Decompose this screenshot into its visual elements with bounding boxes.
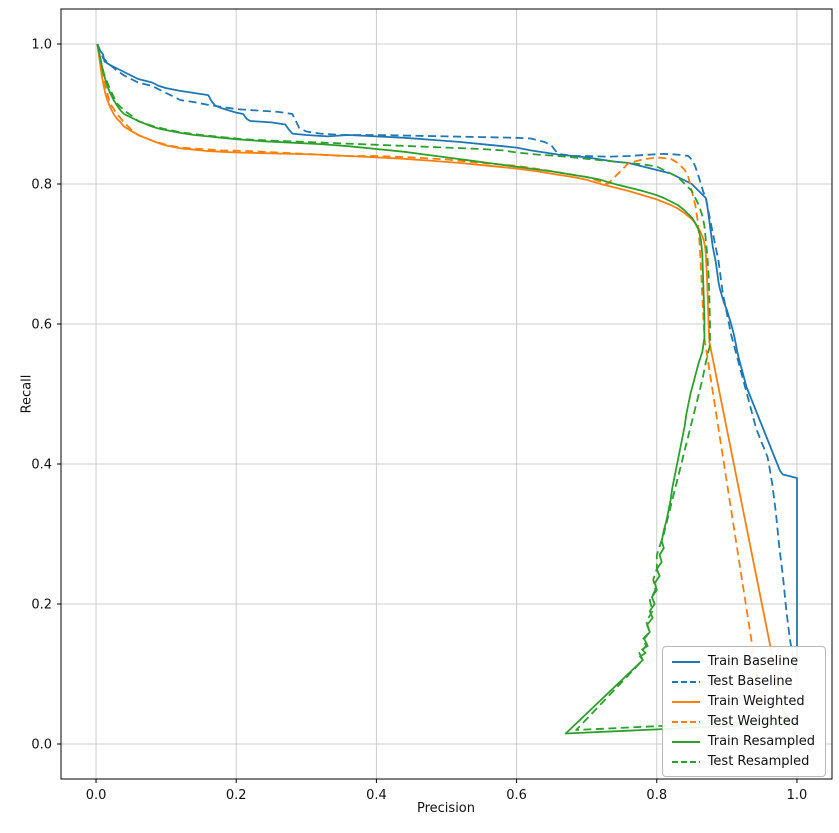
y-tick-label: 0.6 <box>31 318 52 333</box>
series-line-train-baseline <box>96 43 798 660</box>
x-tick-label: 1.0 <box>787 788 808 803</box>
series-line-test-weighted <box>96 43 767 731</box>
legend: Train Baseline Test Baseline Train Weigh… <box>661 646 826 777</box>
legend-item-test-baseline: Test Baseline <box>671 674 815 689</box>
plot-border <box>60 8 833 780</box>
legend-label: Train Resampled <box>707 734 815 749</box>
series-line-train-weighted <box>96 43 791 731</box>
series-line-test-baseline <box>96 43 798 675</box>
legend-label: Test Resampled <box>707 754 810 769</box>
x-tick-label: 0.0 <box>86 788 107 803</box>
legend-line-swatch <box>671 660 700 664</box>
y-tick-label: 0.2 <box>31 598 52 613</box>
legend-item-test-weighted: Test Weighted <box>671 714 815 729</box>
x-tick-label: 0.6 <box>506 788 527 803</box>
legend-item-test-resampled: Test Resampled <box>671 754 815 769</box>
legend-item-train-weighted: Train Weighted <box>671 694 815 709</box>
series-line-test-resampled <box>96 43 798 731</box>
legend-label: Train Baseline <box>707 654 799 669</box>
legend-item-train-baseline: Train Baseline <box>671 654 815 669</box>
legend-line-swatch <box>671 760 700 764</box>
legend-label: Train Weighted <box>707 694 805 709</box>
y-tick-label: 1.0 <box>31 38 52 53</box>
y-tick-label: 0.4 <box>31 458 52 473</box>
y-tick-label: 0.8 <box>31 178 52 193</box>
x-tick-label: 0.4 <box>366 788 387 803</box>
series-line-train-resampled <box>96 43 798 735</box>
legend-line-swatch <box>671 740 700 744</box>
x-tick-label: 0.8 <box>646 788 667 803</box>
legend-line-swatch <box>671 720 700 724</box>
y-axis-label: Recall <box>19 374 35 414</box>
legend-item-train-resampled: Train Resampled <box>671 734 815 749</box>
y-tick-label: 0.0 <box>31 738 52 753</box>
legend-line-swatch <box>671 700 700 704</box>
x-axis-label: Precision <box>416 801 476 816</box>
legend-label: Test Weighted <box>707 714 799 729</box>
x-tick-label: 0.2 <box>226 788 247 803</box>
legend-label: Test Baseline <box>707 674 793 689</box>
legend-line-swatch <box>671 680 700 684</box>
